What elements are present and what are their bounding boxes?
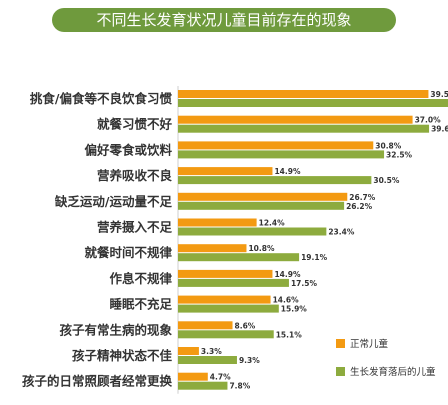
category-label: 睡眠不充足: [109, 297, 172, 312]
value-label-normal: 14.6%: [273, 296, 300, 305]
bar-normal: [178, 244, 247, 253]
bar-normal: [178, 295, 271, 304]
category-label: 营养摄入不足: [97, 220, 173, 235]
category-label: 孩子精神状态不佳: [72, 348, 173, 363]
bar-delayed: [178, 201, 345, 210]
bar-normal: [178, 141, 374, 150]
value-label-normal: 4.7%: [210, 373, 231, 382]
value-label-delayed: 30.5%: [373, 176, 400, 185]
bar-normal: [178, 218, 257, 227]
bar-delayed: [178, 253, 300, 262]
value-label-normal: 39.5%: [430, 90, 448, 99]
chart-title: 不同生长发育状况儿童目前存在的现象: [96, 11, 351, 29]
value-label-delayed: 32.5%: [386, 150, 413, 159]
category-label: 缺乏运动/运动量不足: [55, 194, 173, 209]
bar-delayed: [178, 330, 274, 339]
category-label: 挑食/偏食等不良饮食习惯: [30, 91, 173, 106]
legend-swatch-delayed: [336, 367, 345, 376]
category-label: 营养吸收不良: [97, 168, 173, 183]
bar-normal: [178, 269, 273, 278]
category-label: 作息不规律: [109, 271, 172, 286]
bar-delayed: [178, 356, 237, 364]
bar-normal: [178, 321, 233, 330]
value-label-normal: 30.8%: [375, 141, 402, 150]
value-label-delayed: 9.3%: [239, 356, 260, 365]
value-label-delayed: 19.1%: [301, 253, 328, 262]
value-label-delayed: 15.9%: [281, 305, 308, 314]
value-label-delayed: 26.2%: [346, 202, 373, 211]
bar-delayed: [178, 227, 327, 236]
value-label-normal: 14.9%: [274, 270, 301, 279]
bar-normal: [178, 372, 208, 381]
bar-normal: [178, 90, 429, 98]
value-label-normal: 10.8%: [248, 244, 275, 253]
bar-delayed: [178, 99, 448, 107]
title-banner: [52, 8, 396, 32]
value-label-normal: 26.7%: [349, 193, 376, 202]
bar-normal: [178, 115, 413, 124]
value-label-delayed: 15.1%: [276, 330, 303, 339]
legend-swatch-normal: [336, 339, 345, 348]
category-label: 孩子有常生病的现象: [59, 322, 172, 337]
category-label: 偏好零食或饮料: [84, 142, 172, 157]
bar-delayed: [178, 176, 372, 185]
category-label: 就餐时间不规律: [84, 245, 172, 260]
bar-normal: [178, 192, 348, 201]
bar-delayed: [178, 150, 385, 159]
value-label-delayed: 7.8%: [229, 382, 250, 391]
bar-delayed: [178, 278, 289, 287]
value-label-normal: 12.4%: [259, 219, 286, 228]
bar-normal: [178, 347, 199, 355]
category-label: 孩子的日常照顾者经常更换: [22, 374, 173, 389]
category-label: 就餐习惯不好: [97, 117, 173, 132]
legend-label-normal: 正常儿童: [350, 338, 389, 350]
bar-delayed: [178, 124, 430, 133]
bar-delayed: [178, 304, 279, 313]
value-label-normal: 37.0%: [415, 116, 442, 125]
value-label-delayed: 17.5%: [291, 279, 318, 288]
plot-area: 挑食/偏食等不良饮食习惯39.5%46.6%就餐习惯不好37.0%39.6%偏好…: [22, 86, 448, 394]
value-label-normal: 3.3%: [201, 347, 222, 356]
value-label-normal: 14.9%: [274, 167, 301, 176]
legend-label-delayed: 生长发育落后的儿童: [350, 366, 436, 378]
value-label-normal: 8.6%: [235, 321, 256, 330]
bar-normal: [178, 167, 273, 176]
bar-delayed: [178, 381, 228, 390]
value-label-delayed: 23.4%: [328, 228, 355, 237]
value-label-delayed: 39.6%: [431, 125, 448, 134]
